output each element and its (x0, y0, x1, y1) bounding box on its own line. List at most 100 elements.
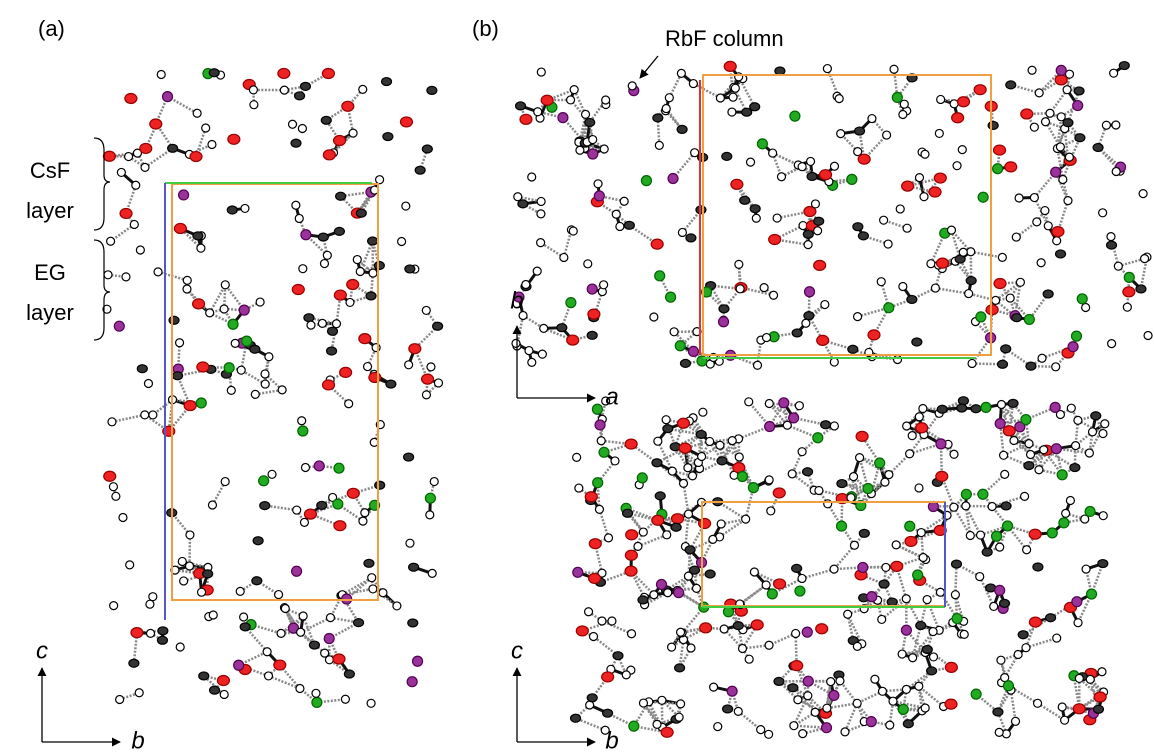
atom (566, 298, 576, 308)
atom (807, 157, 815, 165)
atom (731, 84, 739, 92)
atom (889, 697, 897, 705)
atom (141, 411, 149, 419)
atom (850, 541, 858, 549)
atom (641, 176, 651, 186)
atom (1058, 703, 1066, 711)
atom (792, 329, 802, 337)
atom (332, 320, 340, 328)
annotation: RbF column (665, 26, 784, 51)
atom (227, 206, 237, 214)
atom (1053, 237, 1061, 245)
atom (1073, 101, 1083, 111)
atom (967, 248, 975, 256)
atom (903, 720, 913, 728)
atom (639, 699, 647, 707)
atom (804, 241, 812, 249)
atom (765, 730, 773, 738)
atom (688, 346, 698, 356)
atom (256, 298, 264, 306)
atom (265, 353, 273, 361)
atom (792, 564, 802, 572)
atom (622, 671, 630, 679)
atom (327, 347, 337, 355)
atom (292, 566, 302, 576)
atom (147, 629, 155, 637)
atom (426, 511, 434, 519)
atom (208, 141, 216, 149)
atom (654, 437, 662, 445)
atom (169, 316, 179, 324)
atom (740, 196, 750, 204)
atom (366, 292, 376, 300)
atom (184, 401, 196, 411)
atom (154, 268, 162, 276)
atom (1038, 354, 1046, 362)
atom (1025, 440, 1033, 448)
atom (689, 472, 697, 480)
atom (777, 173, 785, 181)
atom (122, 273, 130, 281)
atom (655, 141, 663, 149)
atom (794, 696, 802, 704)
atom (1085, 506, 1095, 516)
atom (680, 359, 690, 367)
atom (714, 723, 722, 731)
atom (884, 303, 894, 313)
atom (790, 722, 798, 730)
atom (576, 146, 584, 154)
atom (541, 95, 553, 105)
atom (696, 430, 706, 438)
atom (592, 404, 602, 414)
atom (921, 150, 929, 158)
atom (180, 577, 188, 585)
atom (788, 684, 798, 692)
bond (684, 483, 689, 514)
atom (298, 124, 306, 132)
atom (239, 305, 249, 315)
atom (297, 628, 305, 636)
atom (275, 591, 283, 599)
atom (356, 267, 364, 275)
atom (301, 464, 309, 472)
atom (655, 492, 665, 500)
atom (958, 97, 970, 107)
unit-cell (703, 75, 991, 355)
atom (637, 473, 647, 483)
atom (986, 305, 998, 315)
atom (582, 110, 590, 118)
atom (788, 470, 796, 478)
atom (129, 659, 139, 667)
atom (409, 563, 419, 571)
atom (689, 80, 697, 88)
atom (915, 682, 923, 690)
atom (952, 113, 964, 123)
atom (998, 360, 1008, 368)
atom (620, 197, 628, 205)
atom (965, 290, 973, 298)
atom (354, 619, 364, 627)
atom (295, 214, 303, 222)
atom (1035, 89, 1043, 97)
atom (599, 447, 609, 457)
atom (1005, 162, 1017, 172)
bond (602, 621, 632, 634)
atom (908, 432, 916, 440)
atom (628, 82, 636, 90)
atom (221, 478, 229, 486)
atom (992, 296, 1000, 304)
atom (1006, 294, 1014, 302)
atom (368, 237, 378, 245)
atom (886, 721, 894, 729)
atom (1077, 294, 1087, 304)
atom (658, 696, 666, 704)
atom (995, 585, 1005, 595)
atom (830, 162, 838, 170)
atom (710, 683, 718, 691)
atom (318, 319, 326, 327)
atom (1066, 496, 1074, 504)
atom (765, 399, 773, 407)
atom (988, 121, 998, 129)
atom (652, 459, 662, 467)
atom (634, 542, 642, 550)
